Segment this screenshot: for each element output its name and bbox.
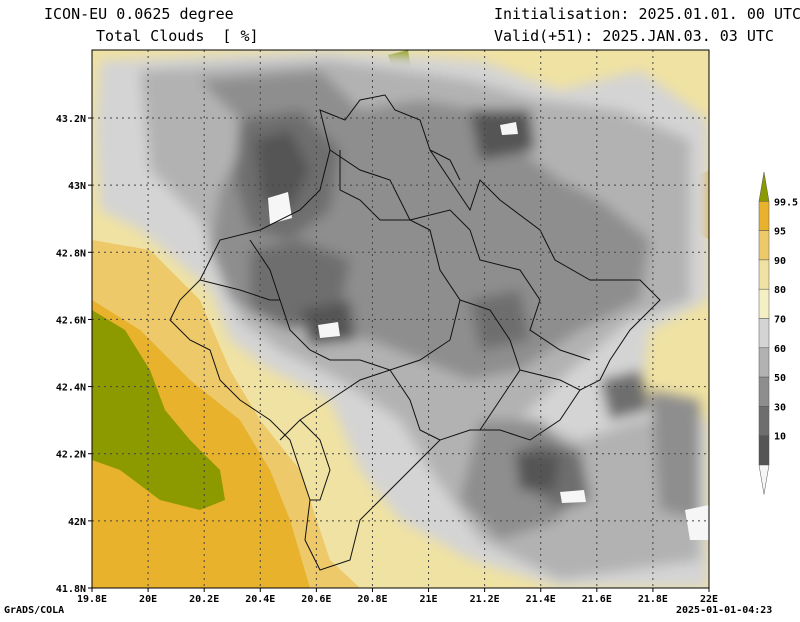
colorbar-label: 99.5 bbox=[774, 197, 798, 208]
border-line bbox=[249, 239, 391, 371]
y-tick-label: 43.2N bbox=[56, 114, 86, 125]
clear-patch bbox=[500, 122, 518, 135]
colorbar-box bbox=[758, 201, 770, 231]
x-tick-label: 21E bbox=[420, 594, 438, 605]
colorbar-box bbox=[758, 318, 770, 349]
border-line bbox=[389, 369, 441, 441]
colorbar-label: 60 bbox=[774, 344, 786, 355]
valid-time: Valid(+51): 2025.JAN.03. 03 UTC bbox=[494, 27, 774, 45]
x-tick-label: 20.6E bbox=[301, 594, 331, 605]
colorbar-label: 95 bbox=[774, 227, 786, 238]
border-line bbox=[199, 279, 280, 301]
colorbar-box bbox=[758, 376, 770, 407]
y-tick-label: 42N bbox=[68, 517, 86, 528]
x-tick-label: 20E bbox=[139, 594, 157, 605]
colorbar-box bbox=[758, 259, 770, 290]
cloud-area-99 bbox=[92, 310, 225, 510]
model-title: ICON-EU 0.0625 degree bbox=[44, 5, 234, 23]
x-tick-label: 20.2E bbox=[189, 594, 219, 605]
colorbar-box bbox=[758, 347, 770, 378]
clear-patch bbox=[560, 490, 586, 503]
y-tick-label: 43N bbox=[68, 181, 86, 192]
colorbar-label: 90 bbox=[774, 256, 786, 267]
clear-patch bbox=[268, 192, 292, 224]
variable-title: Total Clouds [ %] bbox=[96, 27, 259, 45]
footer-timestamp: 2025-01-01-04:23 bbox=[676, 605, 772, 616]
colorbar-box bbox=[758, 230, 770, 261]
graticule bbox=[92, 50, 709, 588]
border-line bbox=[409, 209, 591, 361]
x-axis: 19.8E 20E 20.2E 20.4E 20.6E 20.8E 21E 21.2E 21.4… bbox=[77, 588, 718, 605]
colorbar-label: 50 bbox=[774, 373, 786, 384]
grey-field bbox=[95, 50, 709, 588]
colorbar-label: 80 bbox=[774, 285, 786, 296]
x-tick-label: 19.8E bbox=[77, 594, 107, 605]
init-time: Initialisation: 2025.01.01. 00 UTC bbox=[494, 5, 800, 23]
colorbar-top-arrow bbox=[758, 171, 770, 202]
footer-credit: GrADS/COLA bbox=[4, 605, 64, 616]
x-tick-label: 21.4E bbox=[526, 594, 556, 605]
y-axis: 43.2N 43N 42.8N 42.6N 42.4N 42.2N 42N 41.8N bbox=[56, 114, 92, 595]
x-tick-label: 20.4E bbox=[245, 594, 275, 605]
y-tick-label: 42.8N bbox=[56, 248, 86, 259]
x-tick-label: 21.2E bbox=[470, 594, 500, 605]
colorbar-label: 70 bbox=[774, 315, 786, 326]
colorbar-label: 30 bbox=[774, 402, 786, 413]
colorbar-box bbox=[758, 288, 770, 319]
colorbar: 99.5 95 90 80 70 60 50 30 10 bbox=[758, 171, 798, 495]
cloud-field bbox=[92, 50, 709, 588]
colorbar-bottom-arrow bbox=[758, 464, 770, 495]
clear-patch bbox=[685, 505, 709, 540]
y-tick-label: 41.8N bbox=[56, 584, 86, 595]
colorbar-label: 10 bbox=[774, 432, 786, 443]
y-tick-label: 42.2N bbox=[56, 450, 86, 461]
colorbar-box bbox=[758, 406, 770, 436]
x-tick-label: 21.8E bbox=[638, 594, 668, 605]
border-line bbox=[429, 149, 461, 181]
clear-patch bbox=[318, 322, 340, 338]
x-tick-label: 21.6E bbox=[582, 594, 612, 605]
border-line bbox=[279, 149, 461, 441]
colorbar-box bbox=[758, 435, 770, 466]
y-tick-label: 42.4N bbox=[56, 383, 86, 394]
y-tick-label: 42.6N bbox=[56, 315, 86, 326]
cloud-area-10 bbox=[255, 110, 560, 490]
x-tick-label: 22E bbox=[700, 594, 718, 605]
x-tick-label: 20.8E bbox=[357, 594, 387, 605]
border-line bbox=[339, 150, 410, 221]
